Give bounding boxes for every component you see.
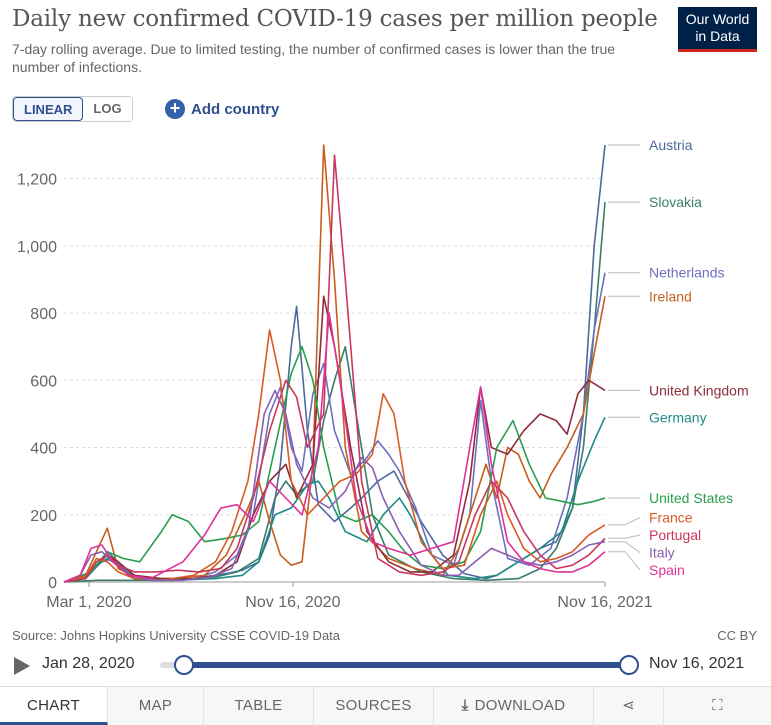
tab-sources[interactable]: SOURCES [314,687,434,725]
series-line[interactable] [63,202,606,583]
tab-chart[interactable]: CHART [0,687,108,725]
timeline-selected-range [184,662,629,668]
series-label[interactable]: Netherlands [649,265,725,281]
series-line[interactable] [63,295,606,583]
x-axis: Mar 1, 2020 Nov 16, 2020 Nov 16, 2021 [46,582,653,611]
label-connector [608,551,641,571]
scale-toggle: LINEAR LOG [12,96,133,122]
series-line[interactable] [63,154,606,583]
download-label: DOWNLOAD [474,697,566,714]
license-link[interactable]: CC BY [717,628,757,643]
series-line[interactable] [63,144,606,583]
timeline-start-handle[interactable] [174,655,194,675]
download-icon: ⤓ [461,697,469,714]
tab-bar: CHART MAP TABLE SOURCES ⤓ DOWNLOAD ⋖ ⛶ [0,686,771,725]
y-tick-label: 0 [48,575,57,592]
timeline-end-handle[interactable] [619,655,639,675]
play-icon[interactable] [14,657,30,675]
series-label[interactable]: Italy [649,545,675,561]
series-label[interactable]: Ireland [649,288,692,304]
series-label[interactable]: France [649,510,693,526]
chart-title: Daily new confirmed COVID-19 cases per m… [12,6,658,32]
add-country-label: Add country [191,100,280,118]
fullscreen-button[interactable]: ⛶ [664,687,771,725]
tab-download[interactable]: ⤓ DOWNLOAD [434,687,594,725]
chart-subtitle: 7-day rolling average. Due to limited te… [12,41,616,75]
y-tick-label: 600 [30,373,57,390]
series-label[interactable]: United Kingdom [649,382,749,398]
tab-table[interactable]: TABLE [204,687,314,725]
series-line[interactable] [63,389,606,583]
timeline-start-date: Jan 28, 2020 [42,655,135,672]
series-line[interactable] [63,312,606,583]
y-tick-label: 1,000 [17,239,57,256]
y-tick-label: 400 [30,441,57,458]
share-button[interactable]: ⋖ [594,687,664,725]
x-tick-label: Nov 16, 2021 [557,594,652,611]
linear-scale-button[interactable]: LINEAR [13,97,84,121]
series-line[interactable] [63,345,606,583]
series-lines [63,144,606,583]
y-tick-label: 800 [30,306,57,323]
series-label[interactable]: Germany [649,409,707,425]
y-axis: 0 200 400 600 800 1,000 1,200 [17,172,57,592]
series-line[interactable] [63,416,606,583]
series-label[interactable]: Portugal [649,527,701,543]
series-line[interactable] [63,329,606,583]
line-chart: 0 200 400 600 800 1,000 1,200 Mar 1, 2020 Nov 1… [17,137,749,611]
y-tick-label: 200 [30,508,57,525]
share-icon: ⋖ [622,697,635,714]
logo-line-1: Our World [685,11,750,27]
series-label[interactable]: Austria [649,137,693,153]
x-tick-label: Nov 16, 2020 [245,594,340,611]
label-connector [608,534,641,539]
tab-map[interactable]: MAP [108,687,204,725]
label-connector [608,517,641,526]
x-tick-label: Mar 1, 2020 [46,594,131,611]
series-label[interactable]: Slovakia [649,194,702,210]
timeline: Jan 28, 2020 Nov 16, 2021 [0,652,771,680]
series-label[interactable]: United States [649,490,733,506]
series-labels: Austria Slovakia Netherlands Ireland United … [608,137,749,578]
label-connector [608,541,641,553]
logo-line-2: in Data [695,28,740,44]
y-tick-label: 1,200 [17,172,57,189]
timeline-end-date: Nov 16, 2021 [649,655,745,672]
series-line[interactable] [63,272,606,583]
owid-logo[interactable]: Our World in Data [678,7,757,52]
plus-circle-icon: + [165,99,185,119]
series-line[interactable] [63,144,606,583]
series-label[interactable]: Spain [649,562,685,578]
add-country-button[interactable]: + Add country [165,96,279,122]
log-scale-button[interactable]: LOG [83,97,132,121]
grid-lines [64,178,605,583]
fullscreen-icon: ⛶ [712,697,723,714]
source-note[interactable]: Source: Johns Hopkins University CSSE CO… [12,628,341,643]
